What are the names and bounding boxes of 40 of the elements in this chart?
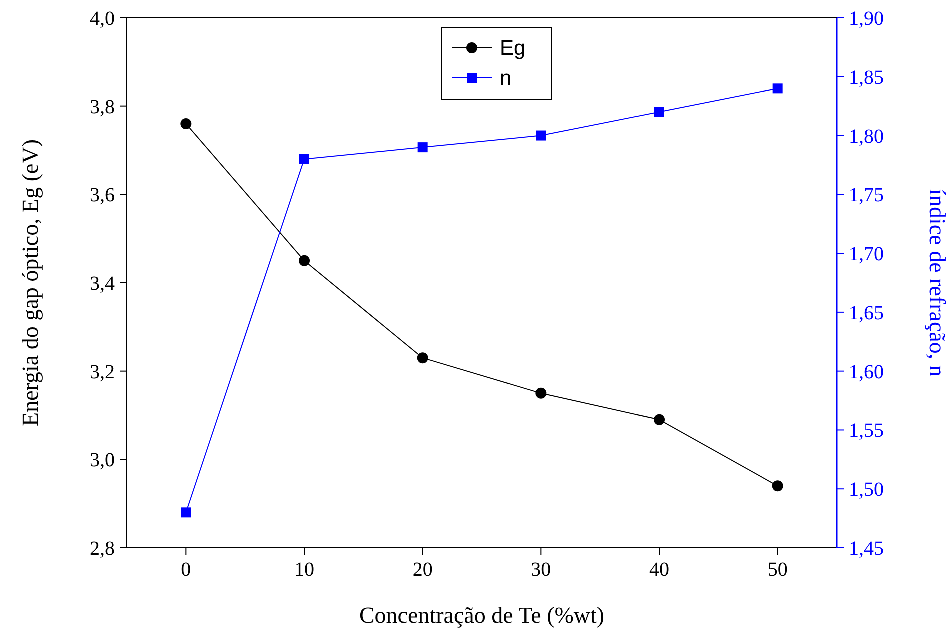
x-tick-label: 0 [181, 559, 192, 581]
point [772, 480, 784, 492]
x-tick-label: 20 [412, 559, 433, 581]
y-tick-label: 3,8 [90, 96, 115, 118]
point [299, 255, 310, 266]
point [417, 352, 428, 364]
legend-label: n [500, 67, 512, 90]
y2-tick-label: 1,60 [849, 361, 884, 384]
y-tick-label: 3,0 [90, 450, 115, 472]
y-axis-title: Energia do gap óptico, Eg (eV) [18, 140, 43, 426]
y-tick-label: 2,8 [90, 538, 115, 560]
point [654, 414, 665, 426]
x-tick-label: 10 [294, 559, 314, 581]
y2-tick-label: 1,65 [849, 302, 884, 324]
y2-tick-label: 1,75 [849, 184, 884, 207]
point [180, 118, 192, 130]
y2-tick-label: 1,55 [849, 420, 884, 442]
x-tick-label: 40 [650, 559, 670, 581]
y2-tick-label: 1,45 [849, 538, 884, 560]
point [654, 107, 664, 118]
y2-axis-title: índice de refração, n [925, 189, 950, 378]
legend-label: Eg [500, 37, 526, 60]
y2-tick-label: 1,70 [849, 244, 884, 266]
y-tick-label: 4,0 [90, 8, 115, 30]
y2-tick-label: 1,90 [849, 8, 884, 30]
point [536, 388, 547, 399]
point [300, 154, 310, 164]
point [536, 130, 546, 141]
point [418, 142, 428, 153]
x-tick-label: 50 [768, 559, 788, 581]
y-tick-label: 3,6 [90, 184, 115, 207]
y2-tick-label: 1,80 [849, 126, 884, 148]
y2-tick-label: 1,85 [849, 66, 884, 89]
y2-tick-label: 1,50 [849, 479, 884, 502]
y-tick-label: 3,2 [90, 361, 115, 384]
y-tick-label: 3,4 [90, 273, 115, 295]
point [772, 84, 783, 94]
x-axis-title: Concentração de Te (%wt) [359, 603, 605, 628]
point [181, 508, 192, 518]
x-tick-label: 30 [531, 559, 552, 581]
